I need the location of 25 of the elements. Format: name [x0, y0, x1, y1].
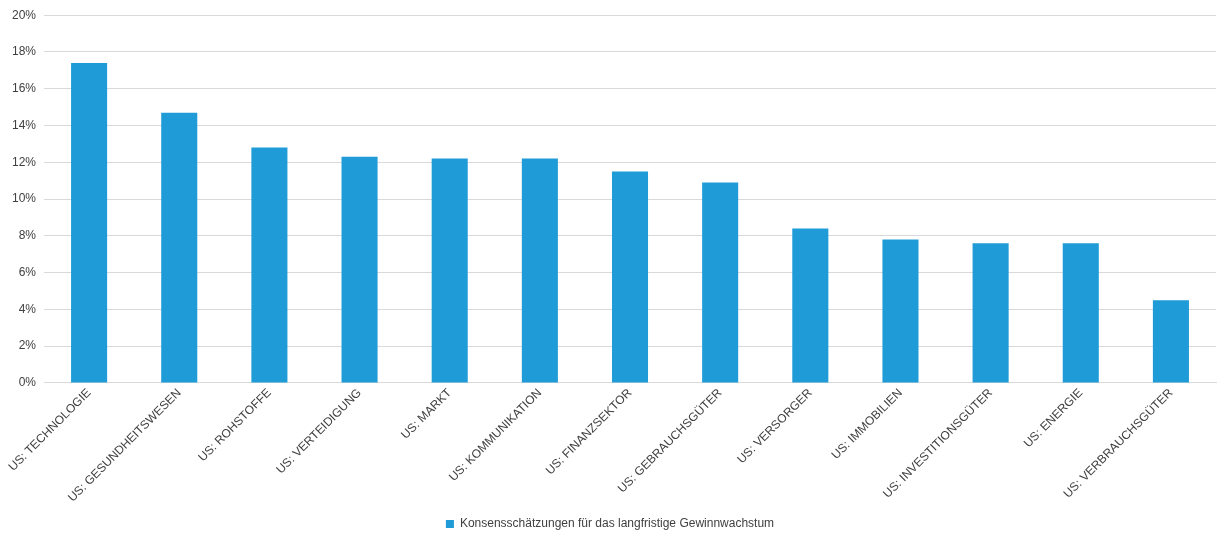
y-tick-label: 4%: [18, 301, 37, 316]
y-tick-label: 20%: [11, 7, 37, 22]
bar: [1152, 300, 1189, 383]
bar: [341, 156, 378, 383]
bar: [251, 147, 288, 383]
bar: [431, 158, 468, 383]
y-tick-label: 8%: [18, 228, 37, 243]
bar: [71, 63, 108, 383]
y-tick-label: 14%: [11, 117, 37, 132]
bar: [521, 158, 558, 383]
bar: [972, 243, 1009, 383]
y-tick-label: 18%: [11, 44, 37, 59]
y-tick-label: 2%: [18, 338, 37, 353]
bar: [792, 228, 829, 383]
y-tick-label: 6%: [18, 264, 37, 279]
legend-label: Konsensschätzungen für das langfristige Gewinnwachstum: [459, 516, 775, 531]
y-tick-label: 0%: [18, 375, 37, 390]
bar: [702, 182, 739, 383]
bar: [1062, 243, 1099, 383]
y-tick-label: 12%: [11, 154, 37, 169]
bar: [611, 171, 649, 383]
bar: [161, 112, 198, 383]
y-tick-label: 10%: [11, 191, 37, 206]
bar: [882, 239, 919, 383]
y-tick-label: 16%: [11, 81, 37, 96]
